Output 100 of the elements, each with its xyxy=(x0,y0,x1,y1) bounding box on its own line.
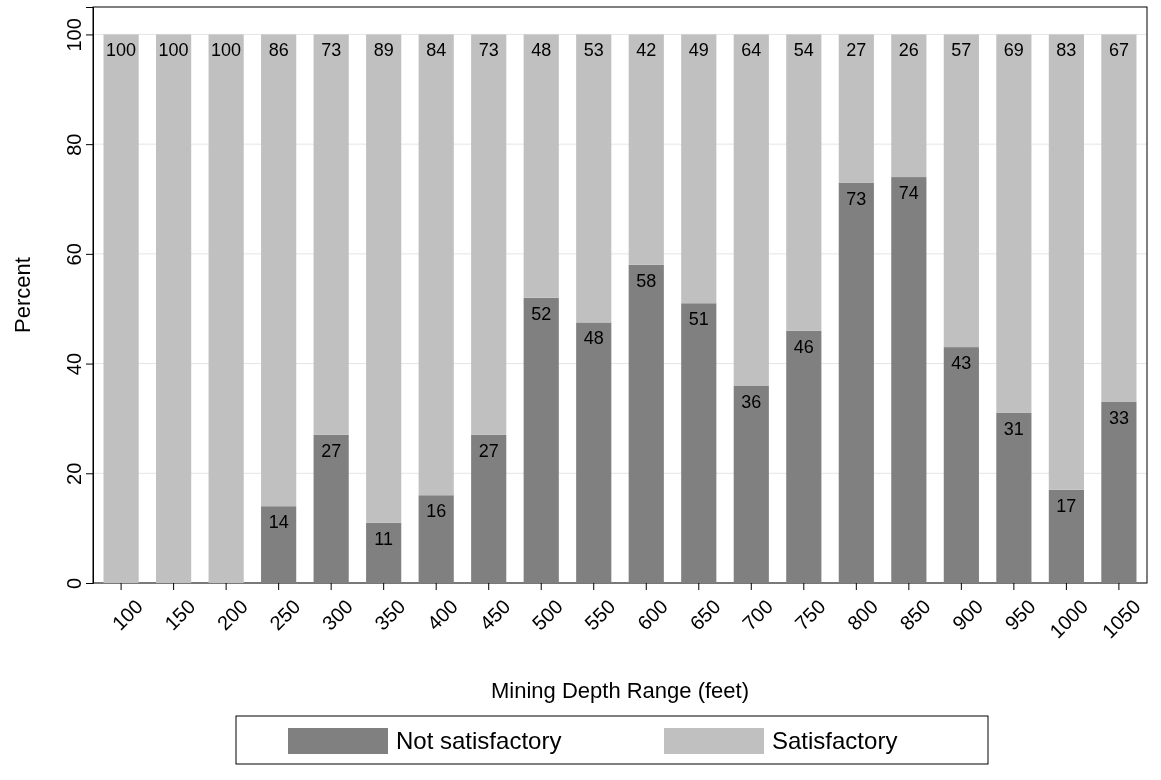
bar xyxy=(366,522,402,583)
y-tick-label: 20 xyxy=(63,462,85,485)
data-label: 83 xyxy=(1056,40,1077,61)
data-label: 48 xyxy=(583,328,604,349)
data-label: 73 xyxy=(846,188,867,209)
data-label: 100 xyxy=(106,40,137,61)
data-label: 36 xyxy=(741,391,762,412)
x-tick-label: 900 xyxy=(948,595,988,635)
x-tick-label: 750 xyxy=(790,595,830,635)
bar xyxy=(628,34,664,265)
data-label: 100 xyxy=(211,40,242,61)
data-label: 84 xyxy=(426,40,447,61)
data-label: 17 xyxy=(1056,495,1077,516)
bar xyxy=(261,506,297,583)
bar xyxy=(891,34,927,178)
bar xyxy=(681,34,717,304)
x-tick-label: 500 xyxy=(527,595,568,635)
x-axis-title: Mining Depth Range (feet) xyxy=(490,678,750,703)
x-tick-label: 150 xyxy=(160,595,200,635)
bar xyxy=(1101,34,1137,402)
data-label: 57 xyxy=(951,40,972,61)
data-label: 74 xyxy=(898,183,919,204)
data-label: 31 xyxy=(1003,418,1024,439)
x-tick-label: 100 xyxy=(107,595,147,635)
data-label: 69 xyxy=(1003,40,1024,61)
bar xyxy=(576,322,612,583)
bar xyxy=(418,495,454,583)
x-tick-label: 300 xyxy=(317,595,357,635)
x-tick-label: 350 xyxy=(370,595,410,635)
data-label: 27 xyxy=(846,40,867,61)
bar xyxy=(733,385,769,583)
bar xyxy=(1048,34,1084,490)
x-tick-label: 850 xyxy=(895,595,935,635)
data-label: 54 xyxy=(793,40,814,61)
data-label: 67 xyxy=(1108,40,1129,61)
bar xyxy=(943,34,979,348)
bar xyxy=(733,34,769,386)
x-tick-label: 400 xyxy=(422,595,462,635)
data-label: 53 xyxy=(583,40,604,61)
x-tick-label: 250 xyxy=(265,595,305,635)
bar xyxy=(681,303,717,583)
data-label: 64 xyxy=(741,40,762,61)
bar xyxy=(838,182,874,583)
bar xyxy=(628,264,664,583)
bar xyxy=(996,34,1032,413)
x-tick-label: 200 xyxy=(212,595,252,635)
bar xyxy=(418,34,454,496)
bar xyxy=(103,34,139,583)
bar xyxy=(786,330,822,583)
bar xyxy=(891,177,927,583)
y-tick-label: 0 xyxy=(63,577,85,590)
x-tick-label: 450 xyxy=(475,595,515,635)
bar xyxy=(471,434,507,583)
data-label: 16 xyxy=(426,501,447,522)
bar xyxy=(1101,401,1137,583)
data-label: 42 xyxy=(636,40,657,61)
data-label: 33 xyxy=(1108,407,1129,428)
bar xyxy=(366,34,402,523)
x-tick-label: 700 xyxy=(737,595,778,635)
bar xyxy=(576,34,612,323)
data-label: 52 xyxy=(531,303,552,324)
data-label: 27 xyxy=(478,440,499,461)
data-label: 58 xyxy=(636,270,657,291)
y-tick-label: 40 xyxy=(63,352,85,376)
x-tick-label: 600 xyxy=(632,595,673,635)
data-label: 14 xyxy=(268,512,289,533)
y-tick-label: 60 xyxy=(63,243,85,266)
x-tick-label: 800 xyxy=(842,595,883,635)
bar xyxy=(786,34,822,331)
data-label: 43 xyxy=(951,353,972,374)
bar xyxy=(313,434,349,583)
y-axis-title: Percent xyxy=(10,257,35,333)
legend-label: Not satisfactory xyxy=(396,727,562,754)
bar xyxy=(943,347,979,583)
data-label: 49 xyxy=(688,40,709,61)
bar xyxy=(156,34,192,583)
x-tick-label: 650 xyxy=(685,595,725,635)
x-tick-label: 950 xyxy=(1000,595,1040,635)
legend-label: Satisfactory xyxy=(772,727,898,754)
bar xyxy=(523,34,559,298)
bar xyxy=(208,34,244,583)
data-label: 100 xyxy=(158,40,189,61)
data-label: 48 xyxy=(531,40,552,61)
bar xyxy=(996,412,1032,583)
x-tick-label: 550 xyxy=(580,595,620,635)
data-label: 73 xyxy=(478,40,499,61)
data-label: 11 xyxy=(374,528,394,549)
data-label: 51 xyxy=(688,309,709,330)
bar xyxy=(313,34,349,435)
y-tick-label: 80 xyxy=(63,133,85,156)
data-label: 26 xyxy=(898,40,919,61)
y-tick-label: 100 xyxy=(63,18,85,52)
bar xyxy=(261,34,297,507)
bar xyxy=(838,34,874,183)
data-label: 89 xyxy=(373,40,394,61)
data-label: 27 xyxy=(321,440,342,461)
data-label: 86 xyxy=(268,40,289,61)
bar xyxy=(471,34,507,435)
bar xyxy=(1048,489,1084,583)
data-label: 73 xyxy=(321,40,342,61)
